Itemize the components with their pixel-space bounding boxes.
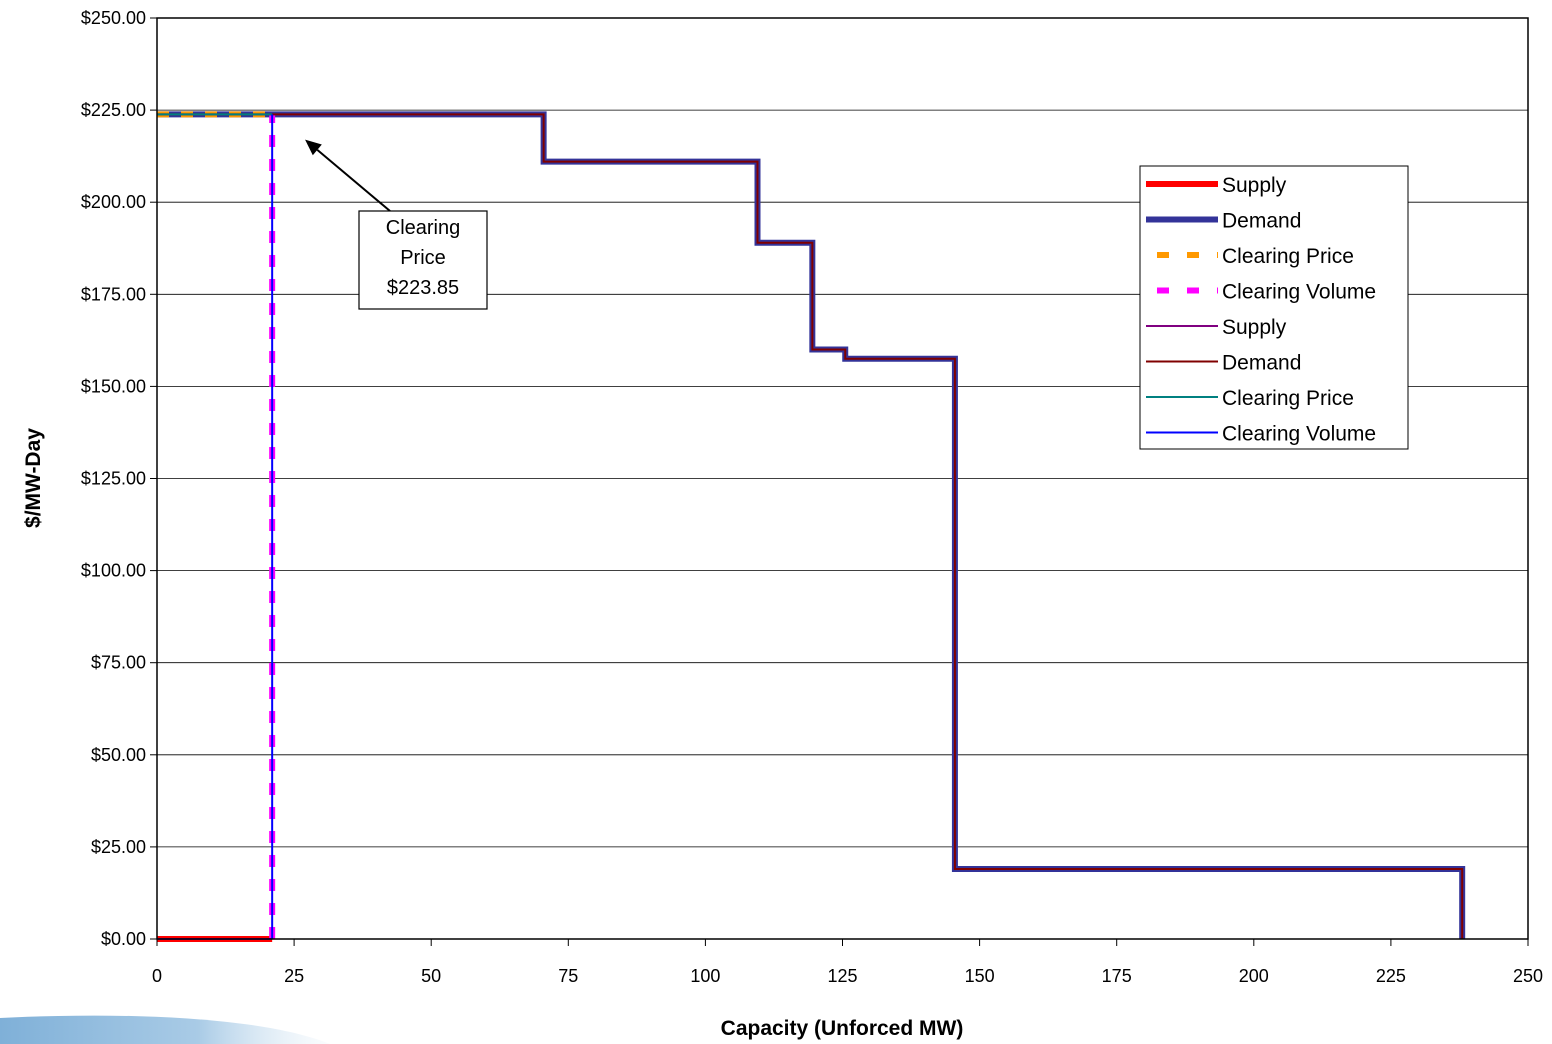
annotation-arrow (316, 149, 391, 212)
y-tick-label: $100.00 (81, 561, 146, 581)
x-tick-label: 25 (284, 966, 304, 986)
legend: Supply Demand Clearing Price Clearing Volum… (1139, 165, 1409, 450)
y-tick-label: $175.00 (81, 284, 146, 304)
legend-box (1139, 165, 1409, 450)
x-tick-label: 150 (965, 966, 995, 986)
x-tick-label: 175 (1102, 966, 1132, 986)
y-tick-label: $225.00 (81, 100, 146, 120)
series-line-demand (157, 113, 1464, 939)
y-axis-ticks: $0.00 $25.00 $50.00 $75.00 $100.00 $125.00 $15… (81, 8, 157, 949)
annotation-box (358, 210, 488, 310)
annotation-line-2: Price (400, 247, 446, 269)
y-tick-label: $75.00 (91, 653, 146, 673)
legend-entry: Supply (1222, 316, 1287, 339)
annotation-line-3: $223.85 (387, 277, 459, 299)
annotation-line-1: Clearing (386, 217, 460, 239)
x-tick-label: 250 (1513, 966, 1543, 986)
y-tick-label: $150.00 (81, 376, 146, 396)
x-tick-label: 75 (558, 966, 578, 986)
y-axis-title: $/MW-Day (22, 428, 45, 528)
x-tick-label: 200 (1239, 966, 1269, 986)
x-tick-label: 50 (421, 966, 441, 986)
legend-entry: Clearing Price (1222, 245, 1354, 268)
y-tick-label: $50.00 (91, 745, 146, 765)
y-tick-label: $125.00 (81, 469, 146, 489)
y-tick-label: $25.00 (91, 837, 146, 857)
clearing-price-annotation: Clearing Price $223.85 (305, 139, 488, 310)
x-tick-label: 0 (152, 966, 162, 986)
x-tick-label: 100 (690, 966, 720, 986)
x-axis-ticks: 0 25 50 75 100 125 150 175 200 225 250 (152, 939, 1543, 986)
legend-entry: Clearing Volume (1222, 281, 1376, 304)
y-tick-label: $0.00 (101, 929, 146, 949)
y-tick-label: $250.00 (81, 8, 146, 28)
legend-entry: Demand (1222, 352, 1301, 375)
x-tick-label: 225 (1376, 966, 1406, 986)
legend-entry: Clearing Price (1222, 387, 1354, 410)
decorative-swoosh (0, 1015, 330, 1044)
x-axis-title: Capacity (Unforced MW) (721, 1017, 964, 1040)
legend-entry: Demand (1222, 210, 1301, 233)
legend-entry: Clearing Volume (1222, 423, 1376, 446)
x-tick-label: 125 (827, 966, 857, 986)
annotation-arrow-head (305, 139, 322, 156)
legend-entry: Supply (1222, 174, 1287, 197)
y-tick-label: $200.00 (81, 192, 146, 212)
